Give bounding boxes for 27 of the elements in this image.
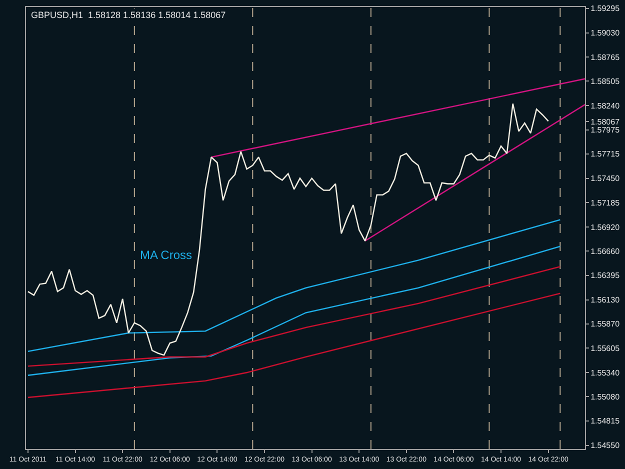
y-tick-label: 1.54815 — [590, 416, 620, 426]
y-tick-label: 1.58765 — [590, 52, 620, 62]
y-tick-label: 1.57715 — [590, 150, 620, 159]
y-tick-label: 1.56920 — [590, 222, 620, 232]
line-series — [27, 266, 561, 367]
y-tick-label: 1.58240 — [590, 101, 620, 110]
y-tick-label: 1.59030 — [590, 28, 620, 38]
line-series — [27, 246, 561, 376]
y-tick-label: 1.57975 — [590, 126, 620, 135]
y-tick-label: 1.57185 — [590, 198, 620, 208]
y-tick-label: 1.54550 — [590, 441, 620, 450]
y-tick-label: 1.57450 — [590, 174, 620, 184]
line-series — [27, 103, 549, 356]
annotation: MA Cross — [140, 248, 192, 262]
y-tick-label: 1.56395 — [590, 271, 620, 280]
line-series — [27, 219, 561, 352]
line-series — [27, 292, 561, 398]
y-tick-label: 1.56130 — [590, 296, 620, 305]
y-tick-label: 1.58505 — [590, 76, 620, 86]
y-tick-label: 1.55605 — [590, 344, 620, 353]
chart-title: GBPUSD,H1 1.58128 1.58136 1.58014 1.58067 — [31, 10, 226, 20]
y-tick-label: 1.55870 — [590, 320, 620, 329]
y-tick-label: 1.55340 — [590, 368, 620, 378]
y-tick-label: 1.56660 — [590, 246, 620, 256]
y-tick-label: 1.59295 — [590, 4, 620, 14]
y-tick-label: 1.55080 — [590, 392, 620, 402]
y-tick-label: 1.58067 — [590, 117, 620, 126]
